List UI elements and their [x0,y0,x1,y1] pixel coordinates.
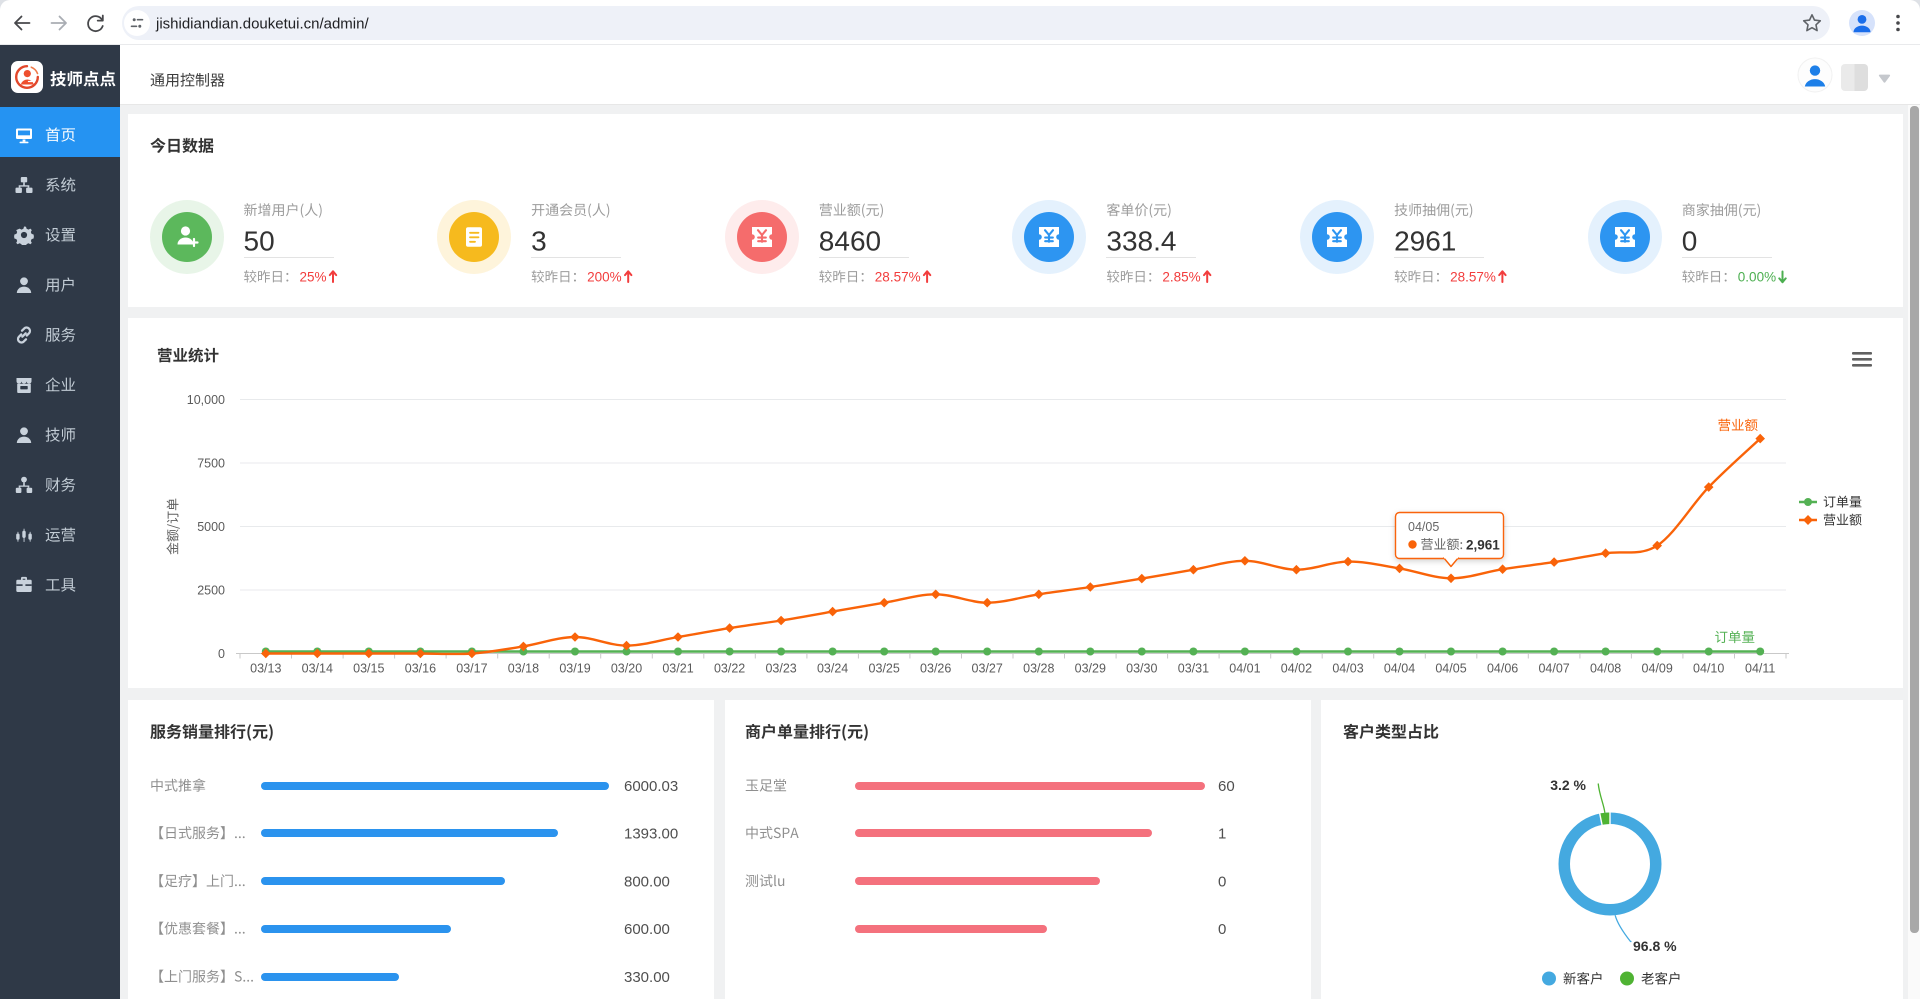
svg-text:03/25: 03/25 [869,662,900,676]
svg-text:10,000: 10,000 [187,393,225,407]
svg-text:jishidiandian.douketui.cn/admi: jishidiandian.douketui.cn/admin/ [155,16,369,33]
svg-text:2500: 2500 [197,584,225,598]
svg-text:04/03: 04/03 [1332,662,1363,676]
svg-text:04/05: 04/05 [1408,520,1439,534]
svg-text:800.00: 800.00 [624,874,670,891]
svg-text:03/24: 03/24 [817,662,848,676]
svg-text:03/26: 03/26 [920,662,951,676]
svg-text:03/17: 03/17 [456,662,487,676]
svg-text:5000: 5000 [197,520,225,534]
svg-text:04/09: 04/09 [1642,662,1673,676]
svg-text:03/22: 03/22 [714,662,745,676]
svg-text:28.57%: 28.57% [1450,270,1496,285]
svg-text:03/21: 03/21 [662,662,693,676]
svg-text:04/02: 04/02 [1281,662,1312,676]
svg-text:1: 1 [1218,826,1226,843]
svg-text:3: 3 [531,226,547,257]
svg-text:3.2 %: 3.2 % [1550,777,1586,793]
svg-text:04/05: 04/05 [1435,662,1466,676]
svg-text:04/11: 04/11 [1745,662,1775,676]
svg-text:200%: 200% [587,270,622,285]
svg-text:04/01: 04/01 [1229,662,1260,676]
svg-text:03/29: 03/29 [1075,662,1106,676]
svg-text:04/07: 04/07 [1538,662,1569,676]
svg-text:600.00: 600.00 [624,921,670,938]
svg-text:03/30: 03/30 [1126,662,1157,676]
svg-text:60: 60 [1218,778,1235,795]
svg-text:1393.00: 1393.00 [624,826,678,843]
svg-text:04/08: 04/08 [1590,662,1621,676]
svg-text:04/06: 04/06 [1487,662,1518,676]
svg-text:96.8 %: 96.8 % [1633,938,1677,954]
svg-text:03/28: 03/28 [1023,662,1054,676]
svg-text:7500: 7500 [197,457,225,471]
svg-text:2.85%: 2.85% [1162,270,1200,285]
svg-text:03/20: 03/20 [611,662,642,676]
svg-text:03/18: 03/18 [508,662,539,676]
svg-text:0: 0 [1218,874,1226,891]
svg-text:6000.03: 6000.03 [624,778,678,795]
svg-text:04/04: 04/04 [1384,662,1415,676]
svg-text:03/14: 03/14 [302,662,333,676]
svg-text:338.4: 338.4 [1106,226,1176,257]
svg-text:28.57%: 28.57% [875,270,921,285]
svg-text:03/15: 03/15 [353,662,384,676]
svg-text:2961: 2961 [1394,226,1456,257]
svg-text:03/13: 03/13 [250,662,281,676]
svg-text:03/31: 03/31 [1178,662,1209,676]
svg-text:50: 50 [244,226,275,257]
svg-text:03/19: 03/19 [559,662,590,676]
svg-text:04/10: 04/10 [1693,662,1724,676]
svg-text:0: 0 [218,647,225,661]
svg-text:0: 0 [1682,226,1698,257]
svg-text:8460: 8460 [819,226,881,257]
svg-text:25%: 25% [300,270,327,285]
svg-text:330.00: 330.00 [624,969,670,986]
svg-text:03/23: 03/23 [765,662,796,676]
svg-text:03/27: 03/27 [972,662,1003,676]
svg-text:0: 0 [1218,921,1226,938]
svg-text:2,961: 2,961 [1466,538,1500,553]
svg-text:03/16: 03/16 [405,662,436,676]
svg-text:0.00%: 0.00% [1738,270,1776,285]
